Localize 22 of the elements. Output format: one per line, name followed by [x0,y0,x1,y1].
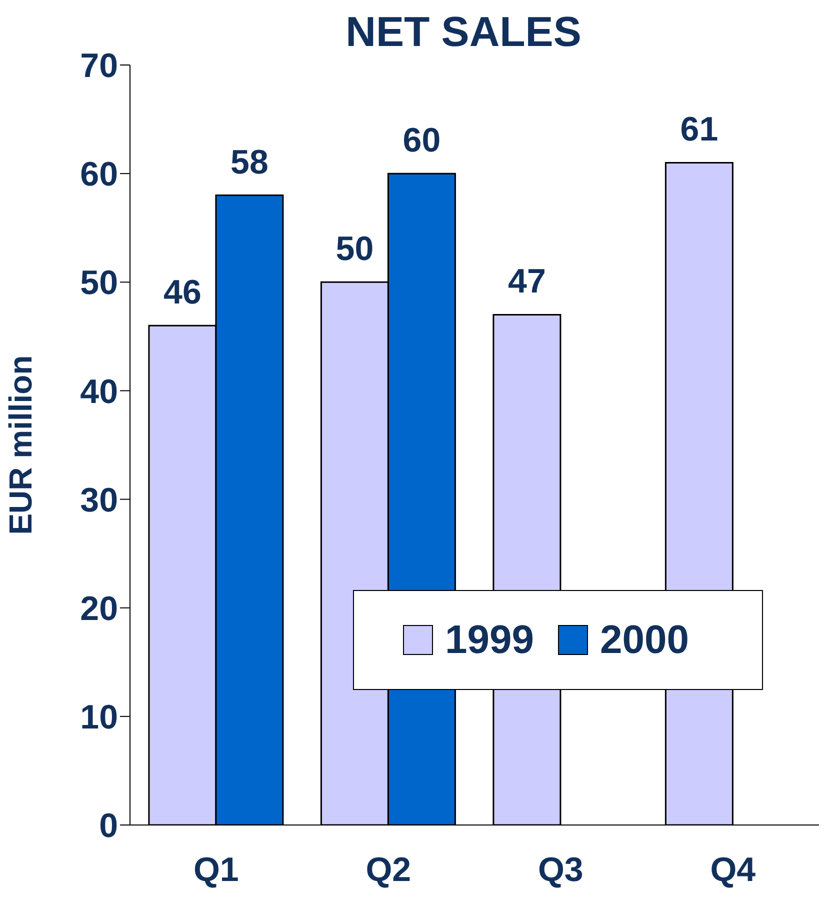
y-tick-label: 70 [80,47,118,86]
x-tick-label: Q2 [366,851,412,890]
y-axis-title: EUR million [2,355,38,535]
x-tick-label: Q1 [193,851,239,890]
chart-title: NET SALES [346,8,582,55]
x-tick-label: Q3 [538,851,584,890]
y-tick-label: 30 [80,481,118,520]
data-label: 58 [230,143,268,182]
data-label: 60 [402,122,441,160]
data-label: 61 [680,110,718,149]
data-label: 50 [336,230,374,268]
y-tick-label: 40 [80,372,118,411]
legend-label: 1999 [445,618,534,662]
y-tick-label: 0 [99,807,118,846]
y-tick-label: 20 [80,590,118,628]
y-tick-label: 60 [80,156,118,194]
y-tick-label: 50 [80,264,118,302]
y-tick-label: 10 [80,698,118,736]
data-label: 46 [164,274,202,312]
legend-label: 2000 [600,618,689,662]
data-label: 47 [508,262,546,301]
x-tick-label: Q4 [710,851,756,890]
